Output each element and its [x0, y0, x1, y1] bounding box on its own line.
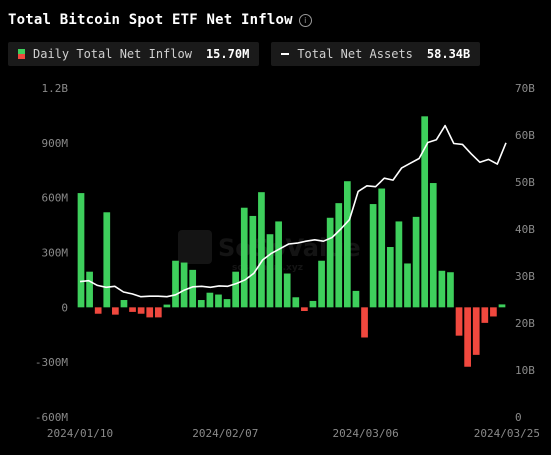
y-left-tick-label: -300M	[35, 356, 68, 369]
y-right-tick-label: 40B	[515, 223, 535, 236]
legend-inflow-label: Daily Total Net Inflow	[33, 47, 192, 61]
legend-assets-value: 58.34B	[426, 47, 471, 61]
inflow-bar[interactable]	[172, 260, 179, 308]
x-tick-label: 2024/03/25	[474, 427, 540, 440]
inflow-bar[interactable]	[292, 297, 300, 308]
inflow-bar[interactable]	[266, 234, 274, 308]
chart-header: Total Bitcoin Spot ETF Net Inflow i	[8, 12, 312, 28]
y-right-tick-label: 70B	[515, 82, 535, 95]
inflow-bar[interactable]	[180, 262, 188, 308]
inflow-bar[interactable]	[343, 181, 351, 308]
inflow-bar[interactable]	[197, 300, 205, 308]
inflow-bar[interactable]	[498, 304, 506, 308]
y-left-tick-label: 600M	[42, 192, 69, 205]
inflow-bar[interactable]	[326, 217, 334, 308]
inflow-bar[interactable]	[189, 269, 197, 308]
inflow-bar[interactable]	[490, 307, 497, 317]
inflow-bar[interactable]	[249, 215, 257, 308]
y-right-tick-label: 30B	[515, 270, 535, 283]
inflow-bar[interactable]	[481, 307, 489, 323]
inflow-swatch-icon	[18, 49, 25, 59]
info-icon[interactable]: i	[298, 13, 312, 27]
inflow-bar[interactable]	[94, 307, 102, 314]
legend-inflow-value: 15.70M	[205, 47, 250, 61]
inflow-bar[interactable]	[223, 299, 231, 308]
x-tick-label: 2024/01/10	[47, 427, 113, 440]
inflow-bar[interactable]	[361, 307, 368, 338]
y-left-tick-label: 900M	[42, 137, 69, 150]
inflow-bar[interactable]	[86, 271, 93, 308]
inflow-bar[interactable]	[429, 183, 437, 308]
inflow-bar[interactable]	[309, 300, 317, 308]
inflow-bar[interactable]	[335, 203, 343, 308]
inflow-bar[interactable]	[232, 271, 240, 308]
y-left-tick-label: 300M	[42, 247, 69, 260]
inflow-bar[interactable]	[283, 273, 291, 308]
inflow-bar[interactable]	[112, 307, 119, 315]
assets-line-swatch-icon	[281, 53, 290, 55]
inflow-bar[interactable]	[464, 307, 471, 367]
inflow-bar[interactable]	[120, 300, 128, 308]
inflow-bar[interactable]	[447, 272, 454, 308]
inflow-bar[interactable]	[369, 204, 377, 308]
inflow-bar[interactable]	[258, 192, 265, 308]
inflow-bar[interactable]	[154, 307, 162, 318]
y-right-tick-label: 50B	[515, 176, 535, 189]
inflow-bar[interactable]	[318, 260, 325, 308]
inflow-bar[interactable]	[386, 247, 394, 308]
inflow-bar[interactable]	[378, 188, 386, 308]
inflow-bar[interactable]	[103, 212, 111, 308]
total-net-assets-line[interactable]	[79, 124, 507, 298]
inflow-bar[interactable]	[455, 307, 463, 336]
inflow-bar[interactable]	[472, 307, 480, 355]
inflow-bar[interactable]	[275, 221, 282, 308]
y-right-tick-label: 10B	[515, 364, 535, 377]
inflow-bar[interactable]	[137, 307, 145, 314]
y-left-tick-label: -600M	[35, 411, 68, 424]
inflow-bar[interactable]	[146, 307, 154, 318]
inflow-bar[interactable]	[438, 270, 446, 308]
inflow-bar[interactable]	[395, 221, 403, 308]
y-left-tick-label: 0	[61, 301, 68, 314]
legend: Daily Total Net Inflow 15.70M Total Net …	[8, 42, 481, 66]
x-tick-label: 2024/02/07	[192, 427, 258, 440]
legend-assets-label: Total Net Assets	[297, 47, 413, 61]
inflow-bar[interactable]	[163, 304, 171, 308]
inflow-bar[interactable]	[215, 294, 222, 308]
inflow-bar[interactable]	[421, 116, 429, 308]
inflow-bar[interactable]	[240, 207, 248, 308]
legend-item-inflow[interactable]: Daily Total Net Inflow 15.70M	[8, 42, 260, 66]
inflow-bar[interactable]	[77, 193, 85, 308]
chart-title: Total Bitcoin Spot ETF Net Inflow	[8, 12, 293, 28]
inflow-bar[interactable]	[206, 292, 214, 308]
inflow-bar[interactable]	[301, 307, 308, 311]
y-left-tick-label: 1.2B	[42, 82, 69, 95]
y-right-tick-label: 60B	[515, 129, 535, 142]
y-right-tick-label: 0	[515, 411, 522, 424]
inflow-bar[interactable]	[412, 216, 420, 308]
legend-item-assets[interactable]: Total Net Assets 58.34B	[271, 42, 481, 66]
x-tick-label: 2024/03/06	[333, 427, 399, 440]
inflow-bar[interactable]	[404, 263, 411, 308]
inflow-bar[interactable]	[129, 307, 136, 312]
watermark-logo-icon	[178, 230, 212, 264]
inflow-bar[interactable]	[352, 290, 360, 308]
y-right-tick-label: 20B	[515, 317, 535, 330]
